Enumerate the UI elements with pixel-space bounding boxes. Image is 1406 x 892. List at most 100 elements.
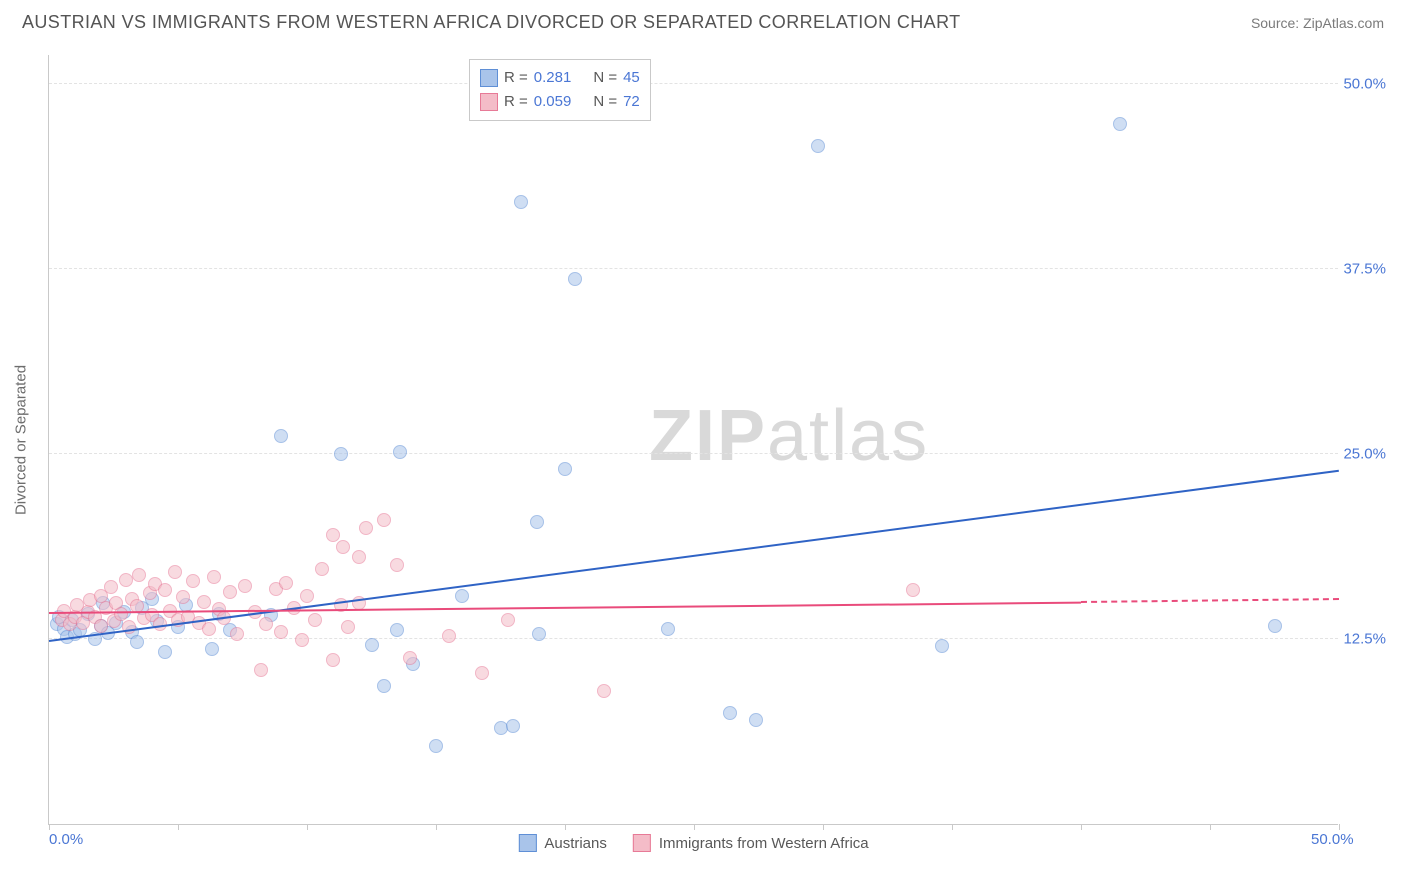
data-point [1268, 619, 1282, 633]
data-point [230, 627, 244, 641]
legend-item: Immigrants from Western Africa [633, 834, 869, 852]
data-point [158, 645, 172, 659]
legend-r-label: R = [504, 66, 528, 90]
data-point [300, 589, 314, 603]
data-point [390, 558, 404, 572]
data-point [365, 638, 379, 652]
data-point [597, 684, 611, 698]
data-point [259, 617, 273, 631]
legend-n-label: N = [593, 90, 617, 114]
data-point [359, 521, 373, 535]
x-tick [694, 824, 695, 830]
data-point [455, 589, 469, 603]
data-point [501, 613, 515, 627]
header: AUSTRIAN VS IMMIGRANTS FROM WESTERN AFRI… [0, 0, 1406, 39]
data-point [811, 139, 825, 153]
x-tick-label: 0.0% [49, 831, 83, 848]
chart-title: AUSTRIAN VS IMMIGRANTS FROM WESTERN AFRI… [22, 12, 961, 33]
data-point [279, 576, 293, 590]
data-point [205, 642, 219, 656]
data-point [336, 540, 350, 554]
data-point [1113, 117, 1127, 131]
data-point [176, 590, 190, 604]
data-point [308, 613, 322, 627]
legend-item: Austrians [518, 834, 607, 852]
data-point [326, 653, 340, 667]
data-point [104, 580, 118, 594]
data-point [514, 195, 528, 209]
data-point [661, 622, 675, 636]
data-point [238, 579, 252, 593]
chart-container: Divorced or Separated ZIPatlas 12.5%25.0… [48, 55, 1388, 825]
data-point [568, 272, 582, 286]
x-tick [952, 824, 953, 830]
legend-row: R = 0.281N = 45 [480, 66, 640, 90]
data-point [168, 565, 182, 579]
legend-n-value: 72 [623, 90, 640, 114]
x-tick [823, 824, 824, 830]
x-tick [436, 824, 437, 830]
data-point [315, 562, 329, 576]
data-point [114, 607, 128, 621]
data-point [352, 550, 366, 564]
x-tick [49, 824, 50, 830]
data-point [119, 573, 133, 587]
data-point [326, 528, 340, 542]
data-point [207, 570, 221, 584]
data-point [393, 445, 407, 459]
plot-area: Divorced or Separated ZIPatlas 12.5%25.0… [48, 55, 1338, 825]
x-tick [307, 824, 308, 830]
data-point [906, 583, 920, 597]
x-tick [1210, 824, 1211, 830]
legend-swatch [633, 834, 651, 852]
data-point [254, 663, 268, 677]
legend-swatch [480, 69, 498, 87]
legend-r-value: 0.281 [534, 66, 572, 90]
data-point [202, 622, 216, 636]
legend-n-label: N = [593, 66, 617, 90]
data-point [130, 635, 144, 649]
data-point [442, 629, 456, 643]
gridline [49, 268, 1338, 269]
data-point [377, 513, 391, 527]
data-point [506, 719, 520, 733]
gridline [49, 453, 1338, 454]
source-label: Source: ZipAtlas.com [1251, 15, 1384, 31]
data-point [274, 429, 288, 443]
data-point [723, 706, 737, 720]
series-legend: Austrians Immigrants from Western Africa [518, 834, 868, 852]
y-axis-label: Divorced or Separated [13, 364, 30, 514]
data-point [94, 619, 108, 633]
data-point [935, 639, 949, 653]
legend-row: R = 0.059N = 72 [480, 90, 640, 114]
y-tick-label: 25.0% [1343, 445, 1386, 462]
legend-swatch [518, 834, 536, 852]
x-tick-label: 50.0% [1311, 831, 1354, 848]
data-point [390, 623, 404, 637]
watermark-rest: atlas [767, 396, 929, 476]
data-point [749, 713, 763, 727]
data-point [494, 721, 508, 735]
gridline [49, 83, 1338, 84]
y-tick-label: 12.5% [1343, 630, 1386, 647]
data-point [274, 625, 288, 639]
data-point [532, 627, 546, 641]
y-tick-label: 50.0% [1343, 75, 1386, 92]
data-point [223, 585, 237, 599]
data-point [475, 666, 489, 680]
data-point [132, 568, 146, 582]
watermark-bold: ZIP [649, 396, 767, 476]
legend-label: Immigrants from Western Africa [659, 835, 869, 852]
legend-label: Austrians [544, 835, 607, 852]
x-tick [565, 824, 566, 830]
data-point [158, 583, 172, 597]
y-tick-label: 37.5% [1343, 260, 1386, 277]
stats-legend: R = 0.281N = 45 R = 0.059N = 72 [469, 59, 651, 121]
data-point [295, 633, 309, 647]
data-point [186, 574, 200, 588]
data-point [341, 620, 355, 634]
watermark: ZIPatlas [649, 395, 929, 477]
data-point [334, 447, 348, 461]
x-tick [1081, 824, 1082, 830]
data-point [377, 679, 391, 693]
